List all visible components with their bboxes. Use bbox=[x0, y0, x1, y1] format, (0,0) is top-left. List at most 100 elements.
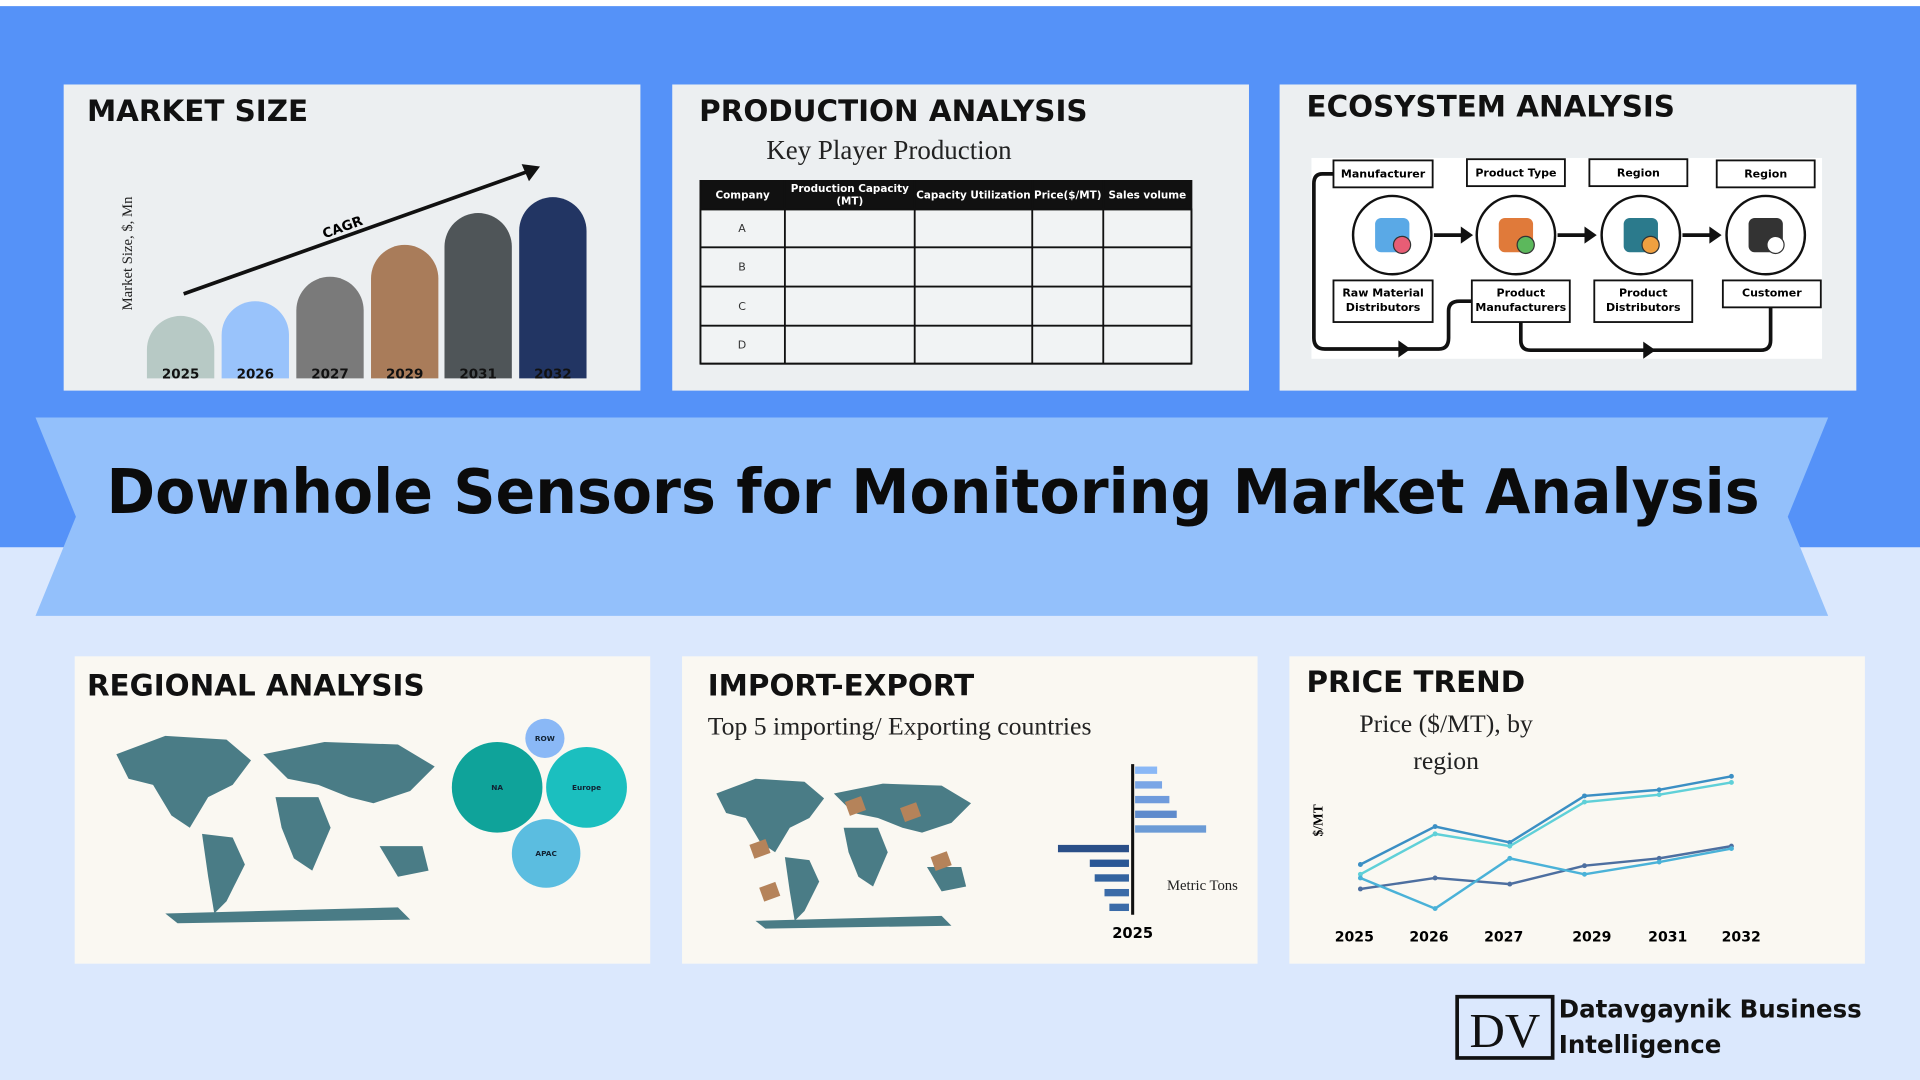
table-header-cell: (MT) bbox=[836, 195, 863, 207]
node-label: Distributors bbox=[1606, 301, 1681, 314]
label-box bbox=[1715, 159, 1816, 189]
shipping-box bbox=[899, 802, 922, 822]
map-landmass bbox=[202, 833, 245, 914]
node-label: Region bbox=[1617, 166, 1660, 179]
year-label: 2026 bbox=[1409, 930, 1448, 946]
trend-point bbox=[1728, 846, 1734, 852]
node-label: Region bbox=[1744, 168, 1787, 181]
bar-illustration bbox=[1135, 766, 1158, 774]
panel-subtitle: region bbox=[1413, 746, 1479, 775]
table-row-label: C bbox=[738, 300, 746, 313]
label-box bbox=[1466, 158, 1566, 188]
table-row-label: D bbox=[738, 338, 746, 351]
label-box bbox=[1588, 158, 1689, 188]
map-landmass bbox=[379, 846, 429, 877]
trend-line-illustration bbox=[1359, 775, 1732, 866]
logo-box bbox=[1455, 994, 1555, 1060]
price-trend-panel: PRICE TREND Price ($/MT), by region $/MT 202… bbox=[1289, 656, 1865, 964]
flow-arrow bbox=[1460, 226, 1474, 244]
y-axis-label: $/MT bbox=[1310, 804, 1325, 836]
bubble-label: ROW bbox=[535, 734, 555, 743]
logo-name: Intelligence bbox=[1559, 1030, 1722, 1059]
arrow-head bbox=[521, 164, 540, 182]
panel-title: PRICE TREND bbox=[1307, 665, 1526, 699]
flow-arrow bbox=[1584, 226, 1597, 244]
map-landmass bbox=[263, 742, 435, 804]
table-header-cell: Sales volume bbox=[1109, 189, 1187, 201]
panel-title: REGIONAL ANALYSIS bbox=[87, 669, 425, 703]
map-landmass bbox=[784, 857, 820, 921]
panel-background bbox=[1289, 656, 1865, 964]
table-header-cell: Capacity Utilization bbox=[916, 189, 1030, 201]
loop-line bbox=[1402, 299, 1472, 351]
panel-subtitle: Price ($/MT), by bbox=[1359, 709, 1533, 738]
trend-point bbox=[1582, 799, 1587, 805]
node-label: Manufacturer bbox=[1341, 168, 1426, 181]
bar-illustration bbox=[444, 213, 512, 379]
node-icon-detail bbox=[1766, 235, 1785, 255]
trend-line-illustration bbox=[1359, 847, 1732, 910]
top-strip bbox=[0, 0, 1920, 8]
regional-panel: REGIONAL ANALYSIS ROW NA Europe APAC bbox=[74, 656, 651, 964]
year-label: 2027 bbox=[311, 367, 348, 382]
node-label: Product bbox=[1497, 286, 1546, 299]
banner-title: Downhole Sensors for Monitoring Market A… bbox=[107, 457, 1760, 528]
bar-illustration bbox=[1094, 874, 1129, 882]
panel-subtitle: Key Player Production bbox=[766, 135, 1012, 165]
map-landmass bbox=[165, 907, 411, 924]
region-bubble bbox=[451, 742, 543, 833]
year-label: 2027 bbox=[1484, 930, 1523, 946]
trend-point bbox=[1432, 906, 1438, 912]
region-bubble bbox=[525, 718, 565, 758]
trend-point bbox=[1357, 862, 1363, 867]
loop-line bbox=[1312, 172, 1403, 351]
year-label: 2026 bbox=[237, 367, 274, 382]
shipping-box bbox=[844, 796, 867, 816]
trend-point bbox=[1656, 787, 1662, 793]
node-label: Manufacturers bbox=[1475, 301, 1566, 314]
bar-illustration bbox=[371, 244, 439, 379]
bar-illustration bbox=[1135, 781, 1163, 789]
trend-point bbox=[1357, 875, 1363, 881]
trend-point bbox=[1656, 859, 1662, 865]
trend-line-illustration bbox=[1360, 844, 1732, 891]
loop-arrow bbox=[1643, 341, 1656, 359]
trend-point bbox=[1507, 855, 1513, 861]
bar-illustration bbox=[1104, 888, 1129, 897]
trend-point bbox=[1357, 871, 1363, 877]
shipping-box bbox=[930, 851, 952, 871]
banner-ribbon bbox=[35, 417, 1829, 616]
bubble-label: Europe bbox=[572, 783, 601, 792]
bar-illustration bbox=[1135, 825, 1207, 833]
trend-point bbox=[1656, 792, 1662, 798]
trend-point bbox=[1507, 840, 1513, 845]
production-panel: PRODUCTION ANALYSIS Key Player Production… bbox=[672, 84, 1249, 391]
node-label: Product bbox=[1619, 286, 1668, 299]
panel-title: IMPORT-EXPORT bbox=[708, 669, 974, 703]
map-landmass bbox=[755, 915, 952, 929]
trend-point bbox=[1432, 831, 1438, 837]
panel-title: PRODUCTION ANALYSIS bbox=[699, 94, 1087, 128]
node-label: Raw Material bbox=[1342, 286, 1423, 299]
y-axis-label: Market Size, $, Mn bbox=[120, 196, 136, 310]
node-label: Product Type bbox=[1475, 166, 1556, 179]
bar-illustration bbox=[1089, 859, 1129, 867]
bar-illustration bbox=[1057, 844, 1129, 853]
bubble-label: APAC bbox=[535, 849, 556, 858]
year-label: 2032 bbox=[1722, 930, 1761, 946]
shipping-box bbox=[759, 881, 781, 902]
table-row-label: A bbox=[738, 222, 746, 235]
year-label: 2029 bbox=[386, 367, 423, 382]
trend-point bbox=[1656, 855, 1662, 861]
trend-point bbox=[1582, 871, 1587, 877]
label-box bbox=[1332, 279, 1434, 323]
import-export-panel: IMPORT-EXPORT Top 5 importing/ Exporting … bbox=[682, 656, 1258, 964]
ecosystem-panel: ECOSYSTEM ANALYSIS Manufacturer Product Ty… bbox=[1279, 84, 1857, 391]
trend-arrow bbox=[183, 168, 533, 296]
map-landmass bbox=[843, 827, 888, 887]
trend-point bbox=[1728, 773, 1734, 779]
trend-point bbox=[1507, 881, 1513, 887]
logo-mark: DV bbox=[1470, 1003, 1541, 1058]
table-header-bg bbox=[700, 180, 1192, 210]
